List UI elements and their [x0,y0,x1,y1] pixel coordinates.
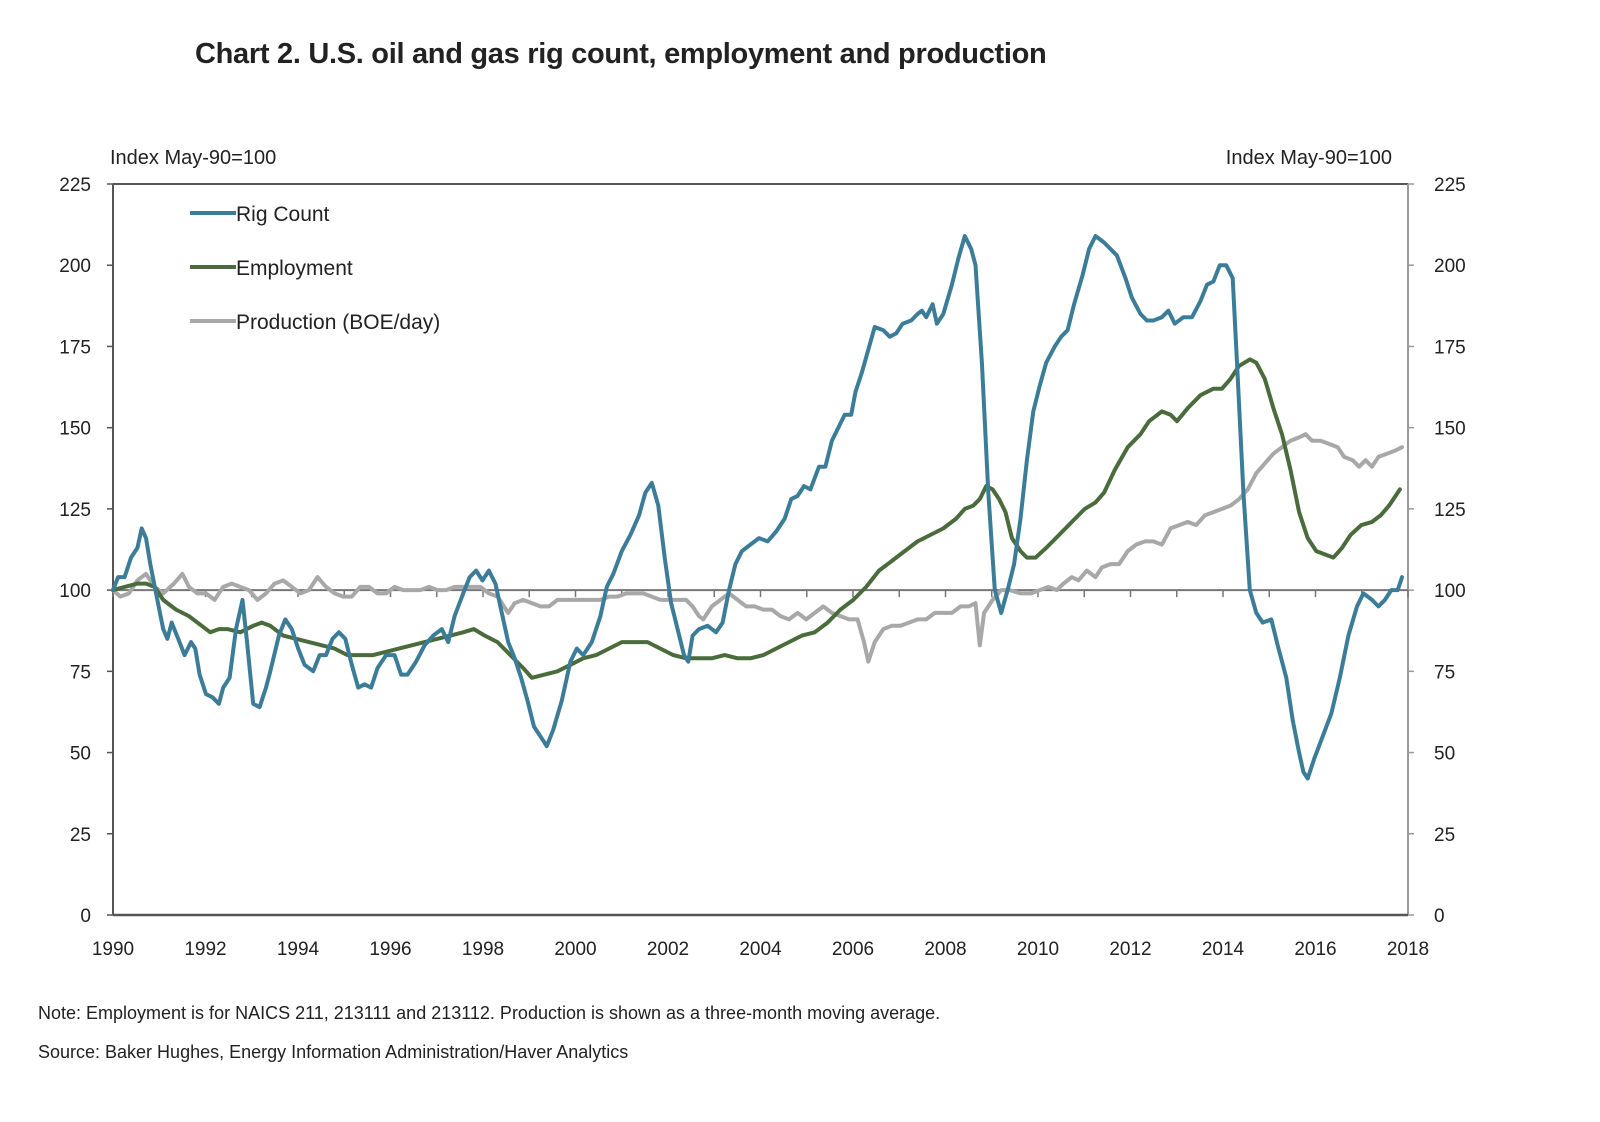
right-axis-unit-label: Index May-90=100 [1225,147,1392,169]
y-tick-label-right: 0 [1434,906,1445,927]
x-tick-label: 2008 [924,939,966,960]
y-tick-label-right: 175 [1434,337,1466,358]
y-tick-label-right: 225 [1434,175,1466,196]
y-tick-label-left: 75 [70,662,91,683]
rig-count-line [111,234,1404,781]
y-tick-label-left: 225 [59,175,91,196]
legend-label-production-boe-day: Production (BOE/day) [236,311,440,334]
axes-layer: 0 0 25 25 50 50 75 75 100 100 125 125 150 150 175 175 20… [59,175,1465,960]
x-tick-label: 2004 [739,939,782,960]
production-boe-day-line [111,432,1404,664]
y-tick-label-left: 200 [59,256,91,277]
y-tick-label-right: 150 [1434,419,1466,440]
left-axis-unit-label: Index May-90=100 [110,147,277,169]
y-tick-label-right: 50 [1434,744,1455,765]
x-tick-label: 1994 [277,939,320,960]
legend: Rig Count Employment Production (BOE/day) [190,203,440,334]
y-tick-label-left: 0 [80,906,91,927]
x-tick-label: 1992 [184,939,226,960]
y-tick-label-right: 200 [1434,256,1466,277]
y-tick-label-left: 100 [59,581,91,602]
x-tick-label: 2002 [647,939,689,960]
y-tick-label-left: 175 [59,337,91,358]
series-layer [111,234,1404,781]
legend-label-rig-count: Rig Count [236,203,330,226]
x-tick-label: 1998 [462,939,504,960]
x-tick-label: 2016 [1294,939,1336,960]
x-tick-label: 2012 [1109,939,1151,960]
y-tick-label-left: 125 [59,500,91,521]
employment-line [111,357,1402,680]
legend-label-employment: Employment [236,257,353,280]
x-tick-label: 2010 [1017,939,1059,960]
y-tick-label-left: 25 [70,825,91,846]
x-tick-label: 2000 [554,939,596,960]
y-tick-label-left: 50 [70,744,91,765]
y-tick-label-right: 100 [1434,581,1466,602]
x-tick-label: 2014 [1202,939,1245,960]
x-tick-label: 2006 [832,939,874,960]
source-note: Source: Baker Hughes, Energy Information… [38,1042,629,1062]
y-tick-label-right: 25 [1434,825,1455,846]
footnote: Note: Employment is for NAICS 211, 21311… [38,1003,941,1023]
chart-canvas: 0 0 25 25 50 50 75 75 100 100 125 125 150 150 175 175 20… [59,175,1465,960]
y-tick-label-right: 125 [1434,500,1466,521]
chart-title: Chart 2. U.S. oil and gas rig count, emp… [195,38,1047,70]
x-tick-label: 1990 [92,939,134,960]
y-tick-label-left: 150 [59,419,91,440]
x-tick-label: 1996 [369,939,411,960]
x-tick-label: 2018 [1387,939,1429,960]
y-tick-label-right: 75 [1434,662,1455,683]
